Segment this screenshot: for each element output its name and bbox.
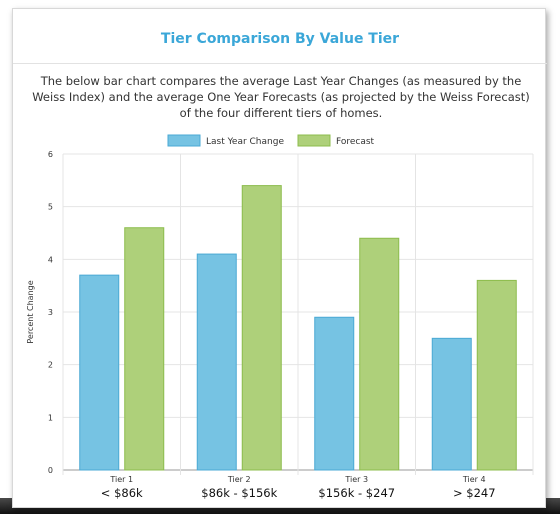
y-tick-label: 3 [48,308,53,317]
x-tick-label: Tier 2 [227,475,251,484]
bar-forecast [241,185,282,471]
title-divider [13,63,547,64]
legend-swatch-forecast [297,134,331,147]
y-tick-label: 0 [48,466,53,475]
chart-title: Tier Comparison By Value Tier [160,31,400,47]
x-tick-label: Tier 1 [109,475,133,484]
bar-last-year-change [431,337,472,471]
bar-last-year-change [79,274,120,471]
x-tick-sublabel: $156k - $247 [318,486,395,500]
legend-label-forecast: Forecast [336,137,375,147]
legend-label-last-year-change: Last Year Change [206,137,284,147]
legend-swatch-last-year-change [167,134,201,147]
y-tick-label: 6 [48,150,53,159]
bar-forecast [359,237,400,471]
x-tick-sublabel: < $86k [101,486,143,500]
bar-forecast [476,279,517,471]
chart-description: The below bar chart compares the average… [32,74,530,120]
x-tick-sublabel: > $247 [453,486,496,500]
x-tick-label: Tier 4 [462,475,486,484]
x-tick-sublabel: $86k - $156k [201,486,277,500]
y-tick-label: 2 [48,361,53,370]
y-tick-label: 4 [48,255,53,264]
bar-last-year-change [196,253,237,471]
bar-last-year-change [314,316,355,471]
y-tick-label: 5 [48,203,53,212]
y-tick-label: 1 [48,413,53,422]
bar-chart: 0 1 2 3 4 5 6 Percent Change Tier 1 < $86k Tier 2 $… [26,134,534,500]
chart-card: Tier Comparison By Value Tier The below … [12,8,547,508]
bar-forecast [124,227,165,471]
y-axis-label: Percent Change [26,280,35,343]
x-tick-label: Tier 3 [344,475,368,484]
